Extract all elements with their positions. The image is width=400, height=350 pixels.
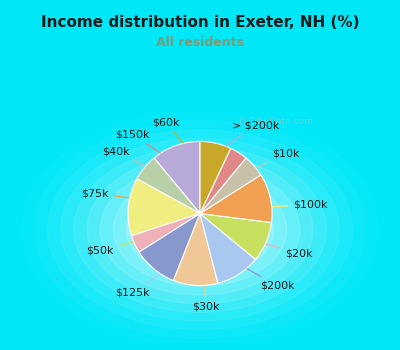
Circle shape xyxy=(126,181,274,278)
Wedge shape xyxy=(137,158,200,214)
Wedge shape xyxy=(132,214,200,252)
Text: $200k: $200k xyxy=(247,269,294,291)
Text: $100k: $100k xyxy=(272,200,328,210)
Wedge shape xyxy=(174,214,218,286)
Text: $20k: $20k xyxy=(266,244,312,258)
Text: $10k: $10k xyxy=(256,149,300,168)
Text: $125k: $125k xyxy=(115,274,160,298)
Circle shape xyxy=(140,190,260,269)
Wedge shape xyxy=(200,158,261,214)
Wedge shape xyxy=(200,214,256,283)
Circle shape xyxy=(87,155,313,304)
Text: ⓘ City-Data.com: ⓘ City-Data.com xyxy=(240,117,313,126)
Circle shape xyxy=(153,199,247,260)
Text: $60k: $60k xyxy=(152,117,183,143)
Circle shape xyxy=(179,216,221,243)
Wedge shape xyxy=(200,175,272,223)
Circle shape xyxy=(48,130,352,330)
Circle shape xyxy=(113,173,287,287)
Circle shape xyxy=(192,225,208,235)
Wedge shape xyxy=(128,179,200,236)
Text: $30k: $30k xyxy=(192,286,220,312)
Text: > $200k: > $200k xyxy=(226,120,279,146)
Text: $150k: $150k xyxy=(115,130,160,153)
Text: $40k: $40k xyxy=(102,147,145,166)
Circle shape xyxy=(166,207,234,252)
Text: $50k: $50k xyxy=(86,242,133,256)
Wedge shape xyxy=(139,214,200,280)
Wedge shape xyxy=(200,141,231,214)
Wedge shape xyxy=(200,148,246,214)
Text: $75k: $75k xyxy=(81,188,129,198)
Text: Income distribution in Exeter, NH (%): Income distribution in Exeter, NH (%) xyxy=(41,15,359,30)
Circle shape xyxy=(100,164,300,295)
Circle shape xyxy=(61,138,339,321)
Circle shape xyxy=(74,147,326,313)
Wedge shape xyxy=(154,141,200,214)
Text: All residents: All residents xyxy=(156,36,244,49)
Wedge shape xyxy=(200,214,272,259)
